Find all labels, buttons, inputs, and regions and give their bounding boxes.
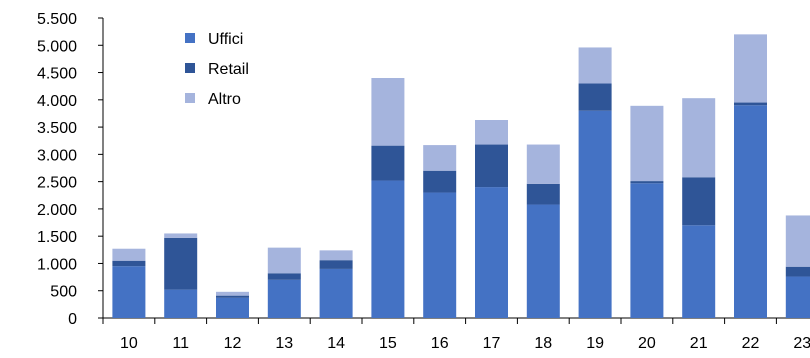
bar-retail-11 — [164, 237, 198, 290]
y-tick-label: 0 — [68, 311, 77, 328]
legend-swatch-uffici — [185, 33, 195, 43]
bar-altro-14 — [319, 250, 353, 261]
bar-uffici-23 — [785, 276, 810, 318]
bar-retail-13 — [267, 273, 301, 280]
x-tick-label: 10 — [120, 335, 138, 352]
y-tick-label: 3.000 — [37, 147, 77, 164]
y-tick-label: 2.000 — [37, 202, 77, 219]
x-tick-label: 13 — [275, 335, 293, 352]
bar-retail-23 — [785, 266, 810, 277]
legend: Uffici Retail Altro — [185, 31, 249, 108]
bar-altro-21 — [682, 98, 716, 178]
bar-retail-16 — [423, 170, 457, 193]
bar-altro-16 — [423, 145, 457, 171]
bar-altro-11 — [164, 233, 198, 238]
x-tick-label: 16 — [431, 335, 449, 352]
bar-uffici-11 — [164, 289, 198, 318]
bar-retail-22 — [734, 102, 767, 106]
legend-label-altro: Altro — [208, 91, 241, 108]
bar-altro-15 — [371, 78, 405, 146]
bar-retail-15 — [371, 145, 405, 181]
bar-retail-19 — [578, 83, 612, 111]
x-tick-label: 21 — [690, 335, 708, 352]
x-tick-label: 15 — [379, 335, 397, 352]
bar-altro-23 — [785, 215, 810, 267]
bar-retail-12 — [216, 295, 249, 298]
y-tick-label: 500 — [50, 284, 77, 301]
bars — [112, 34, 810, 319]
bar-uffici-15 — [371, 180, 405, 318]
y-axis: 0 500 1.000 1.500 2.000 2.500 3.000 3.500 4.000 4… — [37, 11, 104, 328]
bar-uffici-19 — [578, 110, 612, 319]
bar-retail-18 — [526, 183, 560, 205]
y-tick-label: 1.500 — [37, 229, 77, 246]
bar-uffici-13 — [267, 279, 301, 318]
x-tick-label: 23 — [793, 335, 810, 352]
bar-altro-22 — [734, 34, 767, 103]
bar-retail-20 — [630, 181, 664, 184]
bar-uffici-18 — [526, 204, 560, 318]
x-axis: 10 11 12 13 14 15 16 17 18 19 20 21 22 23 — [102, 317, 810, 352]
bar-altro-17 — [475, 120, 508, 145]
bar-retail-21 — [682, 177, 716, 226]
y-tick-label: 2.500 — [37, 175, 77, 192]
x-tick-label: 17 — [483, 335, 501, 352]
bar-altro-20 — [630, 105, 664, 182]
bar-altro-12 — [216, 291, 249, 296]
bar-uffici-17 — [475, 187, 508, 318]
bar-uffici-22 — [734, 105, 767, 318]
y-tick-label: 1.000 — [37, 256, 77, 273]
x-tick-label: 11 — [172, 335, 189, 352]
y-tick-label: 3.500 — [37, 120, 77, 137]
legend-label-uffici: Uffici — [208, 31, 243, 48]
legend-label-retail: Retail — [208, 61, 249, 78]
bar-altro-19 — [578, 47, 612, 84]
x-tick-label: 20 — [638, 335, 656, 352]
bar-altro-18 — [526, 144, 560, 184]
bar-uffici-16 — [423, 192, 457, 318]
bar-uffici-21 — [682, 225, 716, 318]
bar-retail-10 — [112, 260, 146, 267]
y-tick-label: 4.000 — [37, 93, 77, 110]
y-tick-label: 4.500 — [37, 66, 77, 83]
x-tick-label: 14 — [327, 335, 345, 352]
y-tick-label: 5.500 — [37, 11, 77, 28]
legend-swatch-retail — [185, 63, 195, 73]
bar-uffici-14 — [319, 268, 353, 318]
x-tick-label: 12 — [224, 335, 242, 352]
bar-uffici-12 — [216, 297, 249, 318]
x-tick-label: 18 — [534, 335, 552, 352]
bar-uffici-10 — [112, 266, 146, 318]
bar-altro-10 — [112, 248, 146, 261]
bar-uffici-20 — [630, 183, 664, 318]
y-tick-label: 5.000 — [37, 38, 77, 55]
bar-altro-13 — [267, 247, 301, 274]
x-tick-label: 22 — [742, 335, 760, 352]
bar-retail-14 — [319, 260, 353, 269]
legend-swatch-altro — [185, 93, 195, 103]
x-tick-label: 19 — [586, 335, 604, 352]
bar-retail-17 — [475, 144, 508, 188]
